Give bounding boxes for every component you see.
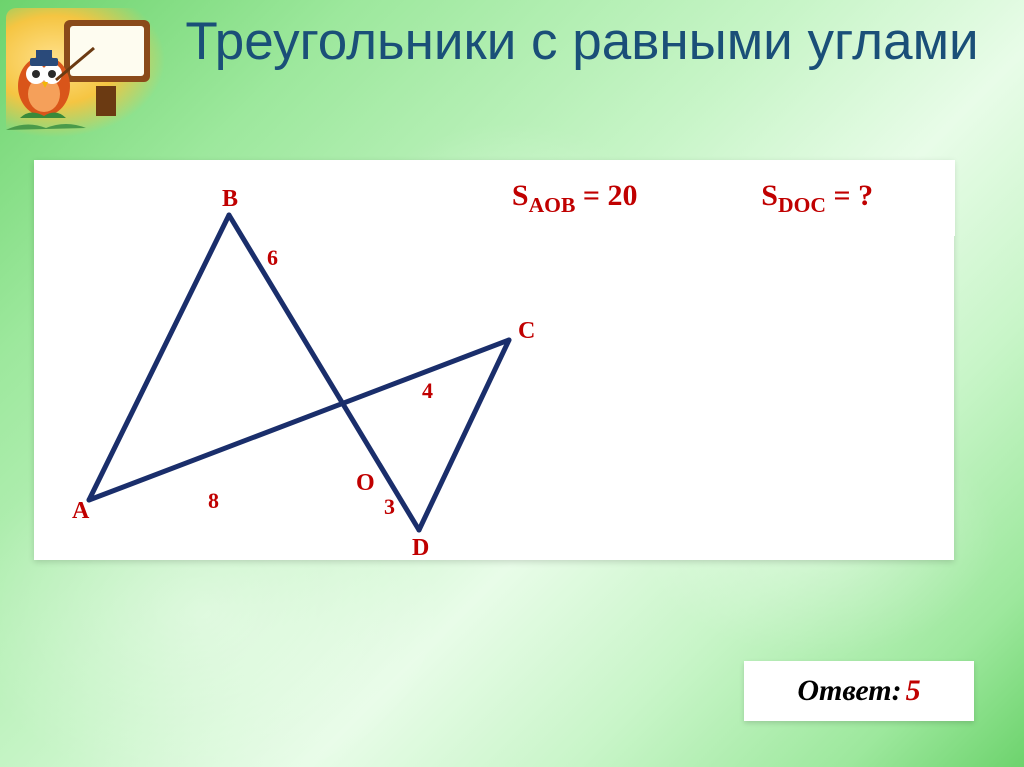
slide: Треугольники с равными углами ABOCD6843 …: [0, 0, 1024, 767]
answer-value: 5: [906, 674, 921, 708]
vertex-label-A: A: [72, 498, 90, 524]
edge-label: 3: [384, 494, 395, 519]
vertex-label-B: B: [222, 186, 238, 212]
unknown-area-formula: SDOC = ?: [761, 179, 873, 218]
given-area-formula: SAOB = 20: [512, 179, 638, 218]
problem-formula-bar: SAOB = 20 SDOC = ?: [430, 160, 955, 236]
edge-label: 4: [422, 378, 433, 403]
slide-title: Треугольники с равными углами: [170, 12, 994, 73]
vertex-label-O: O: [356, 470, 375, 496]
answer-box: Ответ: 5: [744, 661, 974, 721]
vertex-label-D: D: [412, 535, 429, 560]
edge-label: 6: [267, 245, 278, 270]
vertex-label-C: C: [518, 318, 535, 344]
decorative-owl-illustration: [6, 8, 166, 138]
answer-label: Ответ:: [797, 674, 901, 708]
edge-label: 8: [208, 488, 219, 513]
